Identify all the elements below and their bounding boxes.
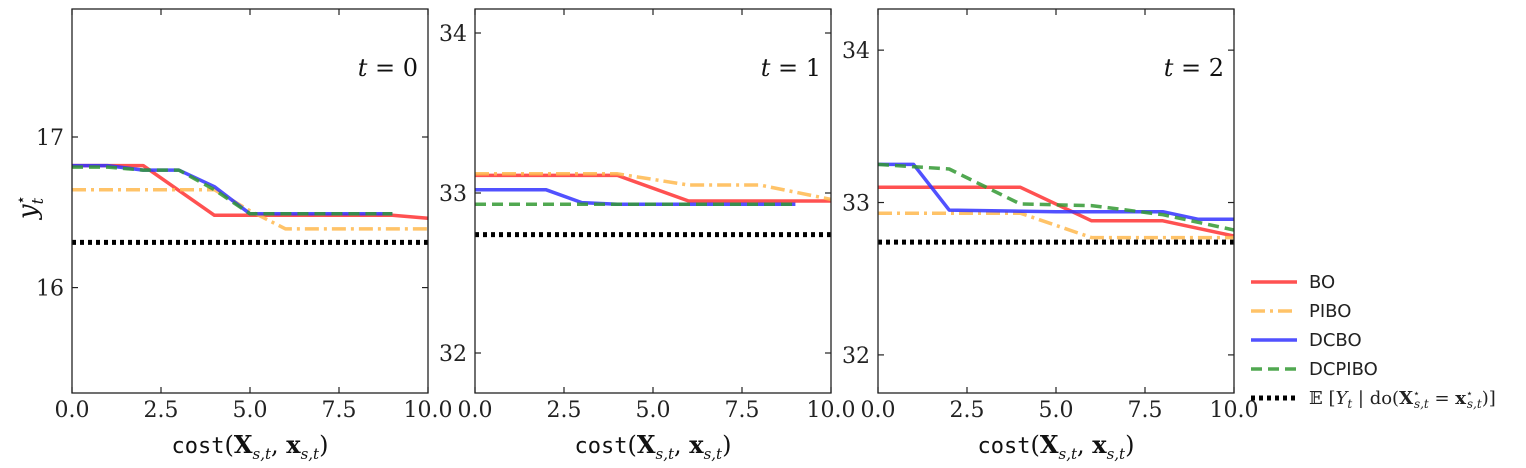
y-tick-label: 34 bbox=[439, 22, 467, 47]
x-tick-label: 7.5 bbox=[322, 398, 357, 423]
series-line-pibo bbox=[475, 172, 831, 202]
y-tick-label: 34 bbox=[842, 39, 870, 64]
series-line-bo bbox=[72, 163, 428, 221]
y-tick-label: 33 bbox=[842, 192, 870, 217]
legend-label: DCPIBO bbox=[1309, 359, 1378, 380]
x-tick-label: 10.0 bbox=[807, 398, 856, 423]
series-line-dcpibo bbox=[72, 165, 393, 216]
x-tick-label: 10.0 bbox=[1210, 398, 1259, 423]
x-tick-label: 7.5 bbox=[725, 398, 760, 423]
y-axis-label: yt⋆ bbox=[11, 195, 47, 220]
y-tick-label: 32 bbox=[842, 344, 870, 369]
x-tick-label: 2.5 bbox=[950, 398, 985, 423]
legend-label: BO bbox=[1309, 272, 1335, 293]
x-tick-label: 5.0 bbox=[233, 398, 268, 423]
chart-panel-2: 0.0 2.5 5.0 7.5 10.0 32 33 34 t = 2 cost(Xs,t, xs… bbox=[842, 8, 1259, 463]
legend-item: BO bbox=[1251, 272, 1335, 293]
series-line-bo bbox=[475, 173, 831, 203]
x-tick-label: 5.0 bbox=[636, 398, 671, 423]
legend-item: PIBO bbox=[1251, 301, 1351, 322]
panel-time-label: t = 1 bbox=[761, 54, 821, 82]
x-tick-label: 0.0 bbox=[458, 398, 493, 423]
x-tick-label: 0.0 bbox=[55, 398, 90, 423]
series-line-bo bbox=[878, 185, 1234, 238]
series-line-pibo bbox=[72, 187, 428, 231]
x-axis-label: cost(Xs,t, xs,t) bbox=[172, 430, 329, 463]
x-axis-label: cost(Xs,t, xs,t) bbox=[575, 430, 732, 463]
x-tick-label: 0.0 bbox=[861, 398, 896, 423]
y-tick-label: 33 bbox=[439, 182, 467, 207]
x-axis-label: cost(Xs,t, xs,t) bbox=[978, 430, 1135, 463]
panel-time-label: t = 0 bbox=[358, 54, 418, 82]
legend-item: DCBO bbox=[1251, 330, 1362, 351]
x-tick-label: 2.5 bbox=[547, 398, 582, 423]
y-tick-label: 32 bbox=[439, 342, 467, 367]
x-tick-label: 2.5 bbox=[144, 398, 179, 423]
series-line-dcbo bbox=[878, 162, 1234, 222]
chart-panel-1: 0.0 2.5 5.0 7.5 10.0 32 33 34 t = 1 cost(Xs,t, xs… bbox=[439, 8, 856, 463]
x-tick-label: 10.0 bbox=[404, 398, 453, 423]
series-line-dcpibo bbox=[878, 162, 1234, 232]
legend-label: DCBO bbox=[1309, 330, 1362, 351]
legend-item: DCPIBO bbox=[1251, 359, 1378, 380]
legend-item: 𝔼 [Yt | do(X⋆ s,t = x⋆ s,t)] bbox=[1251, 387, 1496, 411]
x-tick-label: 7.5 bbox=[1128, 398, 1163, 423]
legend: BO PIBO DCBO DCPIBO 𝔼 [Yt | do(X⋆ s,t = x⋆ s,t… bbox=[1251, 272, 1496, 411]
chart-panel-0: 0.0 2.5 5.0 7.5 10.0 16 17 t = 0 cost(Xs,t, xs,t… bbox=[11, 8, 453, 463]
y-tick-label: 17 bbox=[36, 126, 64, 151]
panel-time-label: t = 2 bbox=[1164, 54, 1224, 82]
legend-label: 𝔼 [Yt | do(X⋆ s,t = x⋆ s,t)] bbox=[1309, 387, 1496, 411]
x-tick-label: 5.0 bbox=[1039, 398, 1074, 423]
legend-label: PIBO bbox=[1309, 301, 1351, 322]
y-tick-label: 16 bbox=[36, 277, 64, 302]
